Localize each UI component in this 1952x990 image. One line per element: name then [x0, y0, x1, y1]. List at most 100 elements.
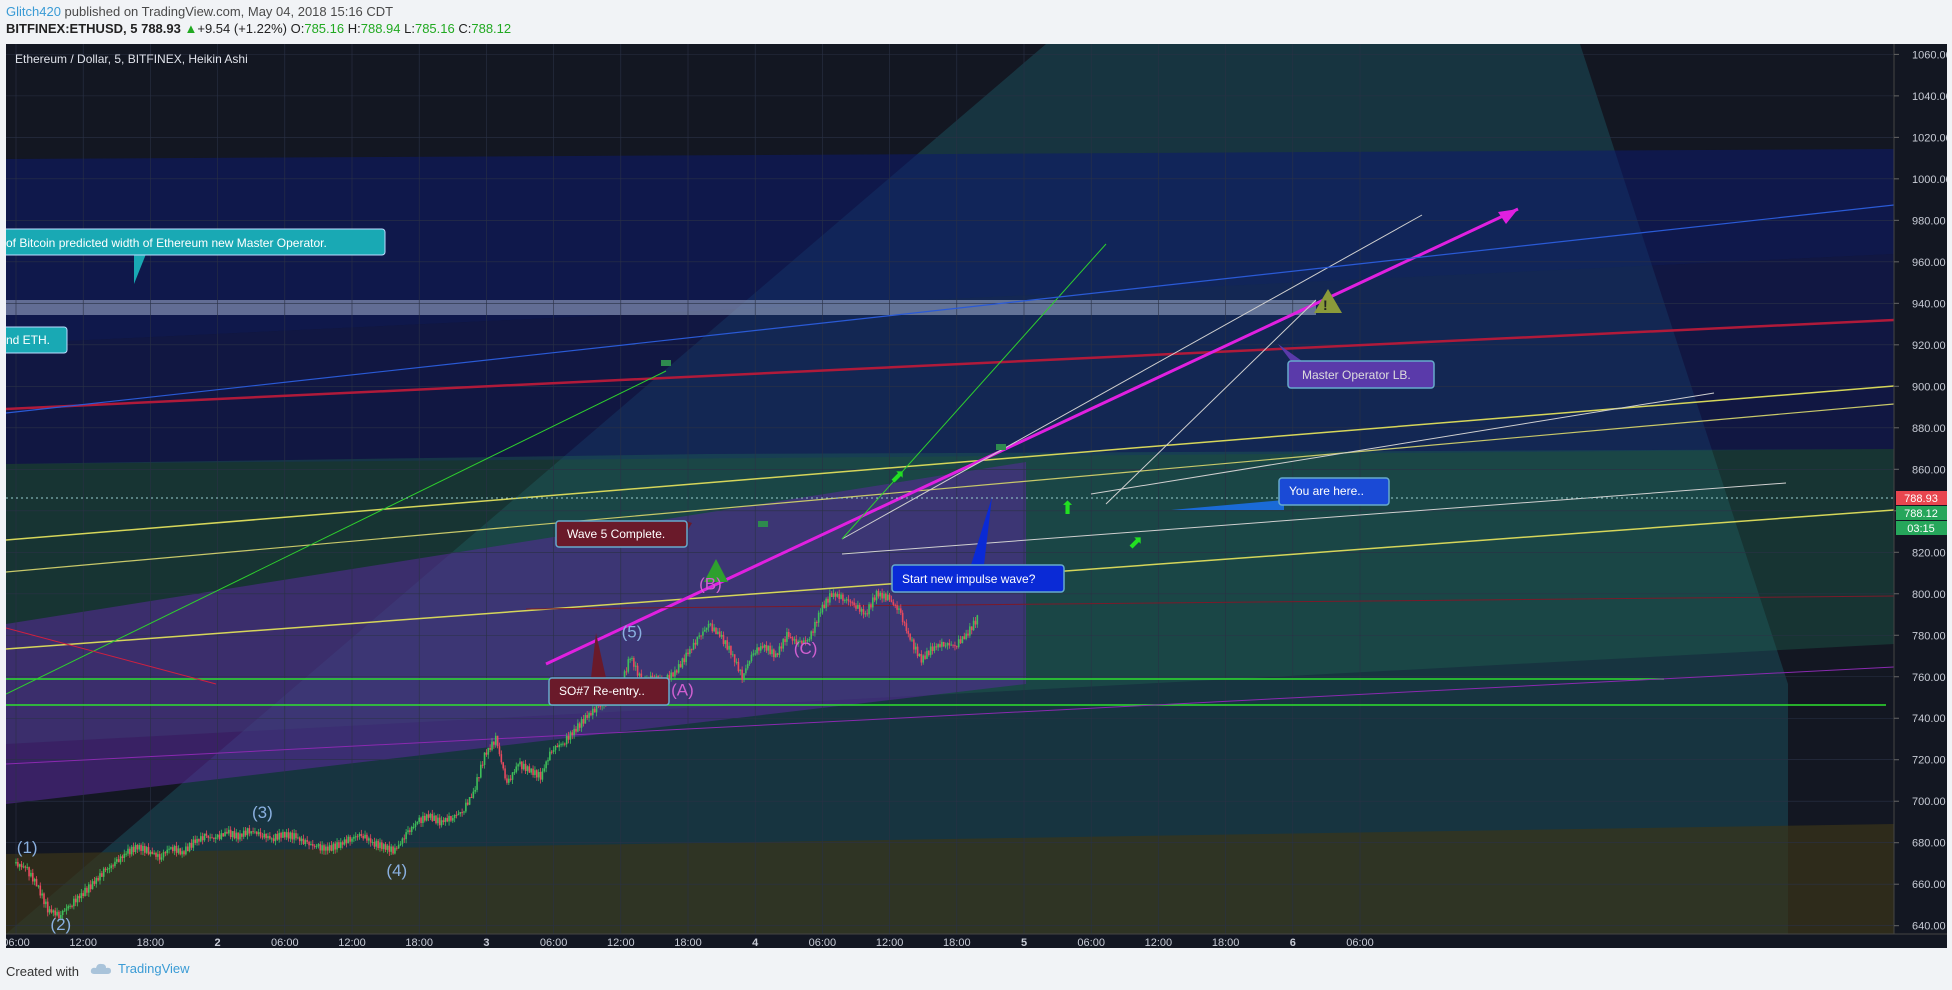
- candle-body: [677, 664, 680, 673]
- candle-body: [801, 640, 803, 644]
- candle-body: [877, 590, 880, 597]
- candle-body: [840, 594, 842, 599]
- candle-body: [853, 602, 855, 606]
- callout-wave-5[interactable]: Wave 5 Complete.: [555, 520, 692, 548]
- candle-body: [147, 847, 150, 855]
- candle-body: [388, 845, 391, 852]
- candle-body: [302, 838, 305, 845]
- candle-body: [39, 885, 42, 896]
- candle-body: [773, 649, 775, 658]
- candle-body: [851, 602, 854, 604]
- candle-body: [166, 849, 168, 854]
- candle-body: [407, 830, 409, 833]
- candle-body: [457, 813, 460, 816]
- candle-body: [494, 735, 497, 745]
- candle-body: [304, 840, 307, 845]
- candle-body: [950, 644, 952, 646]
- candle-body: [715, 627, 717, 635]
- candle-body: [278, 832, 280, 840]
- last-price-tag-text: 788.93: [1904, 493, 1938, 505]
- candle-body: [795, 639, 798, 645]
- candle-body: [491, 741, 493, 750]
- candle-body: [901, 612, 904, 623]
- dark-red-lower-line: [525, 595, 1894, 610]
- candle-body: [306, 840, 308, 842]
- candle-body: [446, 818, 448, 822]
- candle-body: [879, 592, 882, 597]
- x-tick-label: 06:00: [271, 937, 299, 948]
- candle-body: [592, 708, 594, 716]
- candle-body: [685, 652, 687, 663]
- candle-body: [308, 841, 310, 846]
- candle-body: [687, 652, 689, 655]
- candle-body: [806, 639, 809, 642]
- candle-body: [37, 885, 40, 887]
- candle-body: [763, 644, 766, 648]
- candle-body: [442, 820, 445, 823]
- candle-body: [450, 815, 452, 821]
- green-up-triangle-icon: [704, 559, 728, 582]
- candle-body: [220, 833, 223, 840]
- callout-eth[interactable]: nd ETH.: [6, 326, 68, 354]
- candle-body: [177, 848, 180, 853]
- candle-body: [295, 833, 297, 839]
- callout-master-operator[interactable]: Master Operator LB.: [1278, 344, 1435, 389]
- candle-body: [82, 893, 84, 897]
- candle-body: [957, 639, 960, 648]
- candle-body: [43, 893, 45, 905]
- candle-body: [399, 843, 402, 845]
- candle-body: [377, 840, 379, 849]
- candle-body: [196, 838, 198, 843]
- callouts: of Bitcoin predicted width of Ethereum n…: [6, 228, 1435, 706]
- candle-body: [362, 835, 364, 839]
- callout-so7-reentry[interactable]: SO#7 Re-entry..: [548, 633, 670, 706]
- tradingview-link[interactable]: TradingView: [90, 961, 190, 976]
- candle-body: [886, 594, 889, 601]
- candle-body: [698, 635, 700, 637]
- candle-body: [116, 859, 118, 862]
- candle-body: [188, 842, 191, 852]
- candle-body: [56, 911, 58, 916]
- candle-body: [71, 905, 73, 907]
- candle-body: [515, 766, 518, 773]
- chart-svg[interactable]: ! ⬆ ⬈ ⬈ (1) (2) (3) (4) (5) (A) (B) (C) of Bitc…: [6, 44, 1947, 948]
- candle-body: [739, 669, 742, 672]
- callout-bitcoin-width[interactable]: of Bitcoin predicted width of Ethereum n…: [6, 228, 386, 284]
- candle-body: [760, 646, 762, 651]
- wave-labels: (1) (2) (3) (4) (5) (A) (B) (C): [17, 575, 818, 934]
- candle-body: [140, 845, 142, 851]
- candle-body: [875, 590, 878, 601]
- candle-body: [409, 830, 411, 832]
- wave-label: (4): [386, 861, 407, 880]
- candle-body: [838, 593, 840, 599]
- y-tick-label: 680.00: [1912, 838, 1946, 850]
- candle-body: [267, 836, 269, 839]
- candle-body: [918, 654, 921, 657]
- candle-body: [254, 831, 256, 833]
- candle-body: [547, 760, 549, 762]
- chart-area[interactable]: ! ⬆ ⬈ ⬈ (1) (2) (3) (4) (5) (A) (B) (C) of Bitc…: [6, 44, 1947, 948]
- candle-body: [172, 847, 174, 852]
- green-arrow-icon: ⬆: [1060, 498, 1075, 519]
- candle-body: [713, 627, 715, 632]
- publish-line: Glitch420 published on TradingView.com, …: [6, 4, 393, 19]
- candle-body: [771, 649, 773, 655]
- candle-body: [52, 910, 55, 913]
- candle-body: [689, 649, 691, 655]
- candle-body: [157, 854, 159, 857]
- candle-body: [885, 593, 887, 601]
- callout-impulse-wave[interactable]: Start new impulse wave?: [891, 497, 1065, 593]
- candle-body: [256, 831, 258, 835]
- x-tick-labels: 06:00 12:00 18:00 2 06:00 12:00 18:00 3 06:00 12:…: [6, 937, 1374, 948]
- x-tick-label: 06:00: [540, 937, 568, 948]
- candle-body: [761, 646, 764, 648]
- callout-you-are-here[interactable]: You are here..: [1171, 477, 1390, 510]
- candle-body: [293, 833, 295, 840]
- candle-body: [862, 609, 865, 615]
- close-price-tag-text: 788.12: [1904, 508, 1938, 520]
- author-link[interactable]: Glitch420: [6, 4, 61, 19]
- candle-body: [416, 821, 419, 824]
- yellow-channel-top: [6, 385, 1894, 541]
- candle-body: [397, 844, 400, 849]
- candle-body: [127, 848, 129, 854]
